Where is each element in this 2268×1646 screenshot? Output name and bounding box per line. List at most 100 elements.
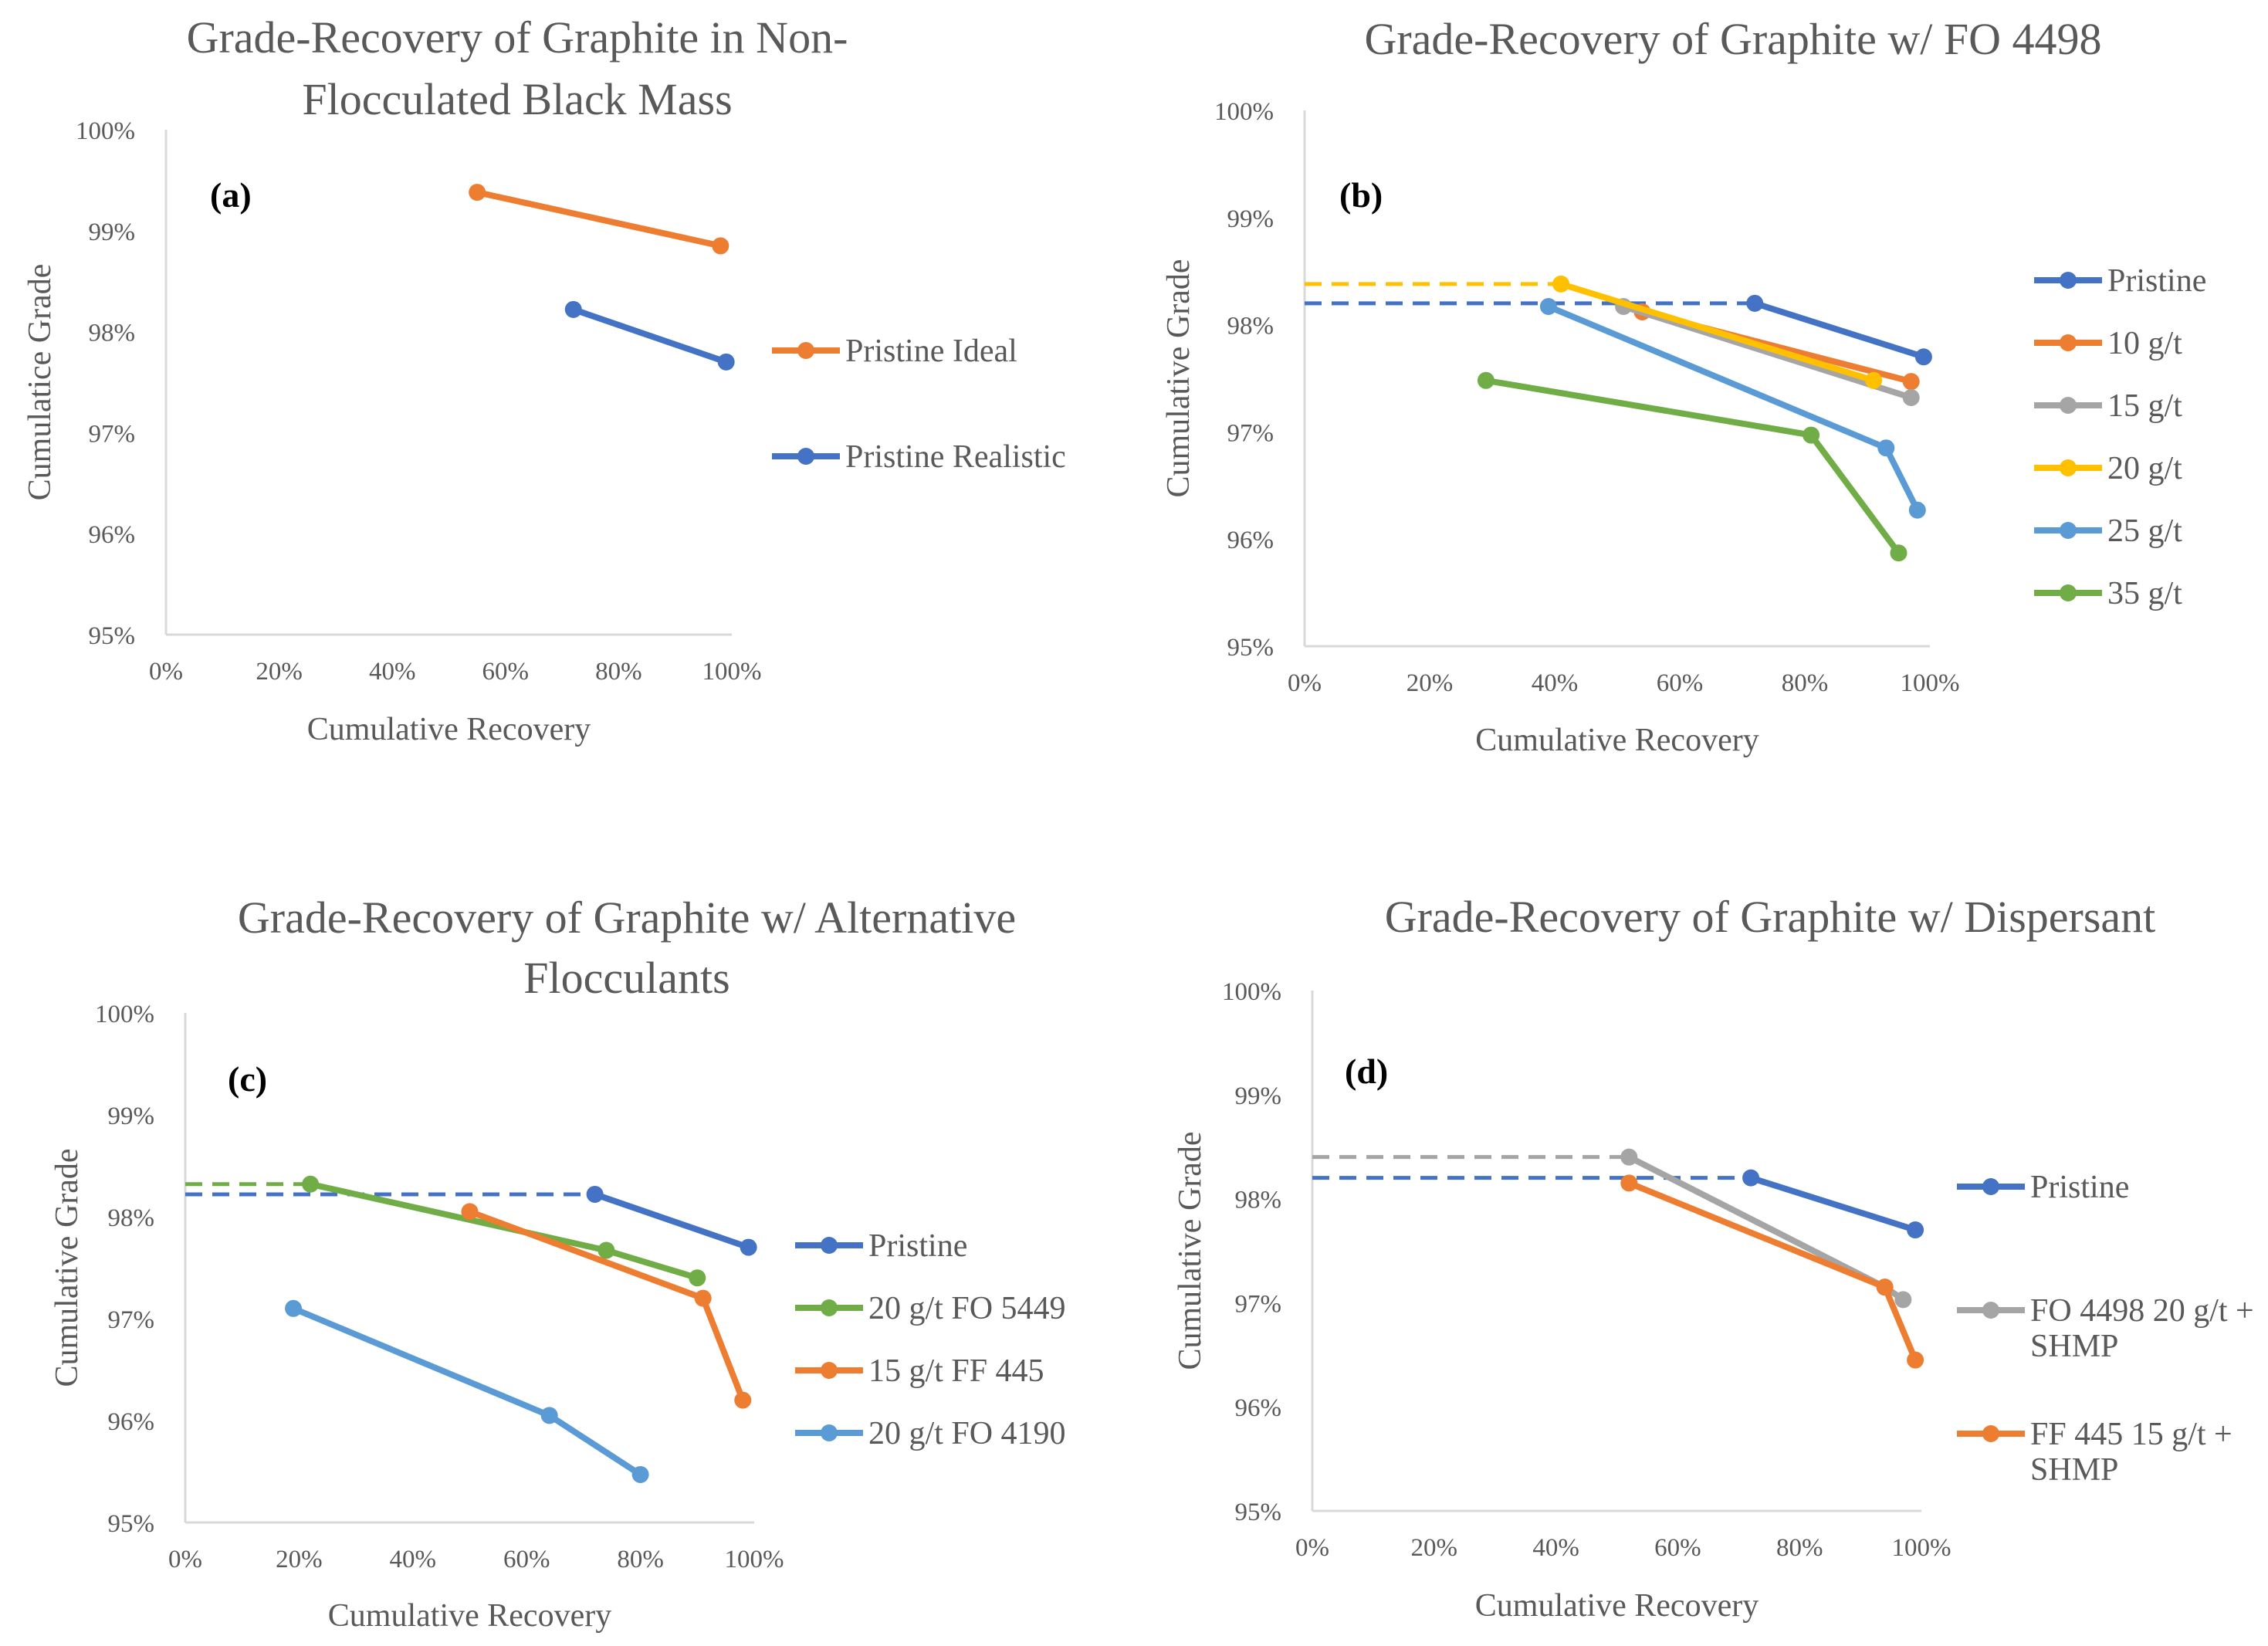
legend-swatch-marker	[2060, 334, 2077, 351]
legend-swatch-marker	[1982, 1178, 1999, 1195]
data-point	[631, 1465, 649, 1483]
legend-swatch-marker	[1982, 1302, 1999, 1319]
y-tick-label: 97%	[1227, 419, 1274, 447]
x-tick-label: 40%	[1532, 669, 1579, 697]
y-tick-label: 100%	[76, 117, 135, 145]
x-tick-label: 0%	[1288, 669, 1322, 697]
x-axis-label: Cumulative Recovery	[328, 1598, 611, 1634]
legend-item: FO 4498 20 g/t +SHMP	[1957, 1293, 2254, 1364]
series-line	[1748, 1174, 1919, 1234]
chart-panel-a: Grade-Recovery of Graphite in Non- Floccu…	[22, 12, 1066, 747]
y-tick-label: 98%	[1235, 1187, 1282, 1214]
data-point	[1876, 1279, 1894, 1296]
y-tick-label: 97%	[1235, 1290, 1282, 1318]
legend-label: 20 g/t FO 4190	[868, 1416, 1066, 1451]
data-point	[1746, 294, 1764, 312]
data-point	[564, 300, 582, 318]
data-point	[1620, 1174, 1638, 1192]
x-tick-label: 80%	[617, 1546, 664, 1573]
series-line	[474, 189, 724, 249]
panel-label: (a)	[210, 175, 252, 215]
x-axis-label: Cumulative Recovery	[1475, 723, 1759, 758]
x-tick-label: 40%	[369, 658, 416, 686]
data-point	[689, 1269, 706, 1287]
chart-panel-c: Grade-Recovery of Graphite w/ Alternativ…	[49, 892, 1066, 1634]
y-axis-label: Cumulative Grade	[49, 1148, 85, 1387]
legend-label: 10 g/t	[2107, 326, 2182, 361]
data-point	[1742, 1169, 1760, 1187]
y-tick-label: 99%	[108, 1102, 155, 1130]
y-tick-label: 95%	[108, 1510, 155, 1538]
x-tick-label: 40%	[390, 1546, 437, 1573]
x-tick-label: 60%	[1657, 669, 1704, 697]
chart-title: Flocculants	[523, 953, 729, 1003]
chart-panel-d: Grade-Recovery of Graphite w/ Dispersant…	[1173, 892, 2254, 1624]
y-tick-label: 97%	[89, 420, 136, 448]
x-tick-label: 100%	[702, 658, 762, 686]
legend-label: 20 g/t	[2107, 451, 2182, 486]
legend-label: 25 g/t	[2107, 513, 2182, 549]
data-point	[712, 237, 729, 255]
chart-title: Grade-Recovery of Graphite w/ FO 4498	[1364, 14, 2101, 64]
data-point	[461, 1203, 479, 1221]
x-tick-label: 100%	[1892, 1534, 1951, 1562]
y-tick-label: 95%	[1235, 1499, 1282, 1526]
y-tick-label: 99%	[1235, 1082, 1282, 1110]
x-tick-label: 20%	[276, 1546, 323, 1573]
x-tick-label: 60%	[1654, 1534, 1701, 1562]
data-point	[694, 1289, 712, 1307]
data-point	[740, 1238, 757, 1256]
data-point	[597, 1241, 615, 1259]
legend-item: 25 g/t	[2034, 513, 2182, 549]
legend-item: 15 g/t	[2034, 388, 2182, 424]
chart-panel-b: Grade-Recovery of Graphite w/ FO 4498 95%…	[1161, 14, 2206, 758]
x-tick-label: 80%	[595, 658, 642, 686]
x-tick-label: 100%	[725, 1546, 784, 1573]
data-point	[1620, 1148, 1638, 1166]
y-tick-label: 96%	[89, 521, 136, 549]
series-line	[307, 1180, 701, 1282]
series-line	[591, 1190, 752, 1251]
legend-swatch-marker	[2060, 584, 2077, 601]
legend-swatch-marker	[797, 448, 814, 465]
data-point	[1907, 1221, 1924, 1239]
chart-title: Grade-Recovery of Graphite w/ Dispersant	[1385, 892, 2156, 942]
legend-label: Pristine	[2030, 1170, 2129, 1205]
x-tick-label: 20%	[1411, 1534, 1458, 1562]
legend-label: FF 445 15 g/t +	[2030, 1417, 2232, 1452]
y-tick-label: 98%	[108, 1204, 155, 1232]
data-point	[1552, 275, 1570, 293]
data-point	[1865, 371, 1883, 389]
legend-label: Pristine	[868, 1228, 967, 1264]
legend-swatch-marker	[821, 1299, 838, 1316]
series-line	[1558, 280, 1877, 384]
legend-swatch-marker	[821, 1237, 838, 1254]
y-tick-label: 100%	[95, 1001, 154, 1028]
data-point	[586, 1185, 604, 1203]
chart-title: Grade-Recovery of Graphite w/ Alternativ…	[238, 892, 1016, 943]
y-tick-label: 100%	[1222, 978, 1281, 1006]
y-tick-label: 95%	[1227, 634, 1274, 662]
data-point	[1803, 426, 1820, 444]
series-line	[1626, 1180, 1919, 1363]
legend-swatch-marker	[1982, 1425, 1999, 1442]
legend-item: 15 g/t FF 445	[795, 1353, 1044, 1389]
x-tick-label: 20%	[1406, 669, 1454, 697]
legend-label: SHMP	[2030, 1452, 2118, 1488]
legend-label: 15 g/t	[2107, 388, 2182, 424]
x-tick-label: 0%	[168, 1546, 202, 1573]
x-tick-label: 60%	[503, 1546, 550, 1573]
data-point	[1477, 371, 1495, 389]
legend-item: FF 445 15 g/t +SHMP	[1957, 1417, 2232, 1488]
series-line	[1620, 303, 1914, 401]
legend-swatch-marker	[2060, 272, 2077, 289]
legend-item: 20 g/t FO 5449	[795, 1291, 1066, 1326]
x-tick-label: 20%	[256, 658, 303, 686]
y-tick-label: 96%	[1227, 527, 1274, 554]
legend-label: 15 g/t FF 445	[868, 1353, 1044, 1389]
legend-label: FO 4498 20 g/t +	[2030, 1293, 2254, 1329]
x-axis-label: Cumulative Recovery	[307, 712, 591, 747]
x-tick-label: 60%	[482, 658, 530, 686]
series-line	[290, 1305, 644, 1478]
legend-swatch-marker	[2060, 522, 2077, 539]
